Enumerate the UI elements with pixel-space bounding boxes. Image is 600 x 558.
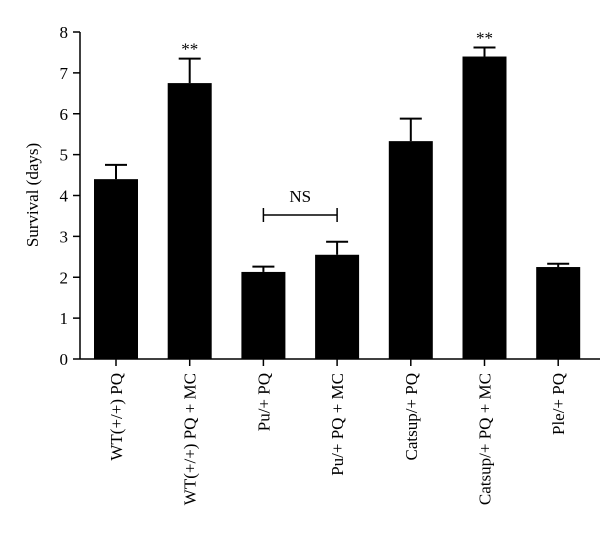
bar (241, 271, 286, 359)
y-tick-label: 6 (60, 105, 69, 124)
x-tick-label: Catsup/+ PQ + MC (476, 373, 495, 505)
bar (94, 179, 138, 359)
x-tick-label: Ple/+ PQ (549, 373, 568, 435)
y-tick-label: 4 (60, 187, 69, 206)
bar (315, 254, 360, 359)
significance-stars: ** (476, 29, 493, 48)
x-axis: WT(+/+) PQ WT(+/+) PQ + MC Pu/+ PQ Pu/+ PQ … (80, 358, 600, 505)
x-tick-label: WT(+/+) PQ (107, 373, 126, 461)
y-tick-label: 2 (60, 268, 69, 287)
y-tick-label: 3 (60, 227, 69, 246)
y-tick-label: 1 (60, 309, 69, 328)
y-tick-label: 7 (60, 64, 69, 83)
bars (94, 46, 581, 360)
y-tick-label: 8 (60, 23, 69, 42)
significance-stars: ** (181, 40, 198, 59)
x-tick-label: Pu/+ PQ (254, 373, 273, 431)
y-tick-label: 5 (60, 146, 69, 165)
bar (536, 267, 581, 359)
x-tick-label: Catsup/+ PQ (402, 373, 421, 461)
x-tick-label: Pu/+ PQ + MC (328, 373, 347, 476)
bar (388, 141, 433, 359)
bar (462, 56, 507, 360)
y-axis-title: Survival (days) (23, 143, 42, 247)
significance-annotations: ******NS (181, 29, 493, 222)
x-tick-label: WT(+/+) PQ + MC (181, 373, 200, 505)
y-axis: 0 1 2 3 4 5 6 7 8 (60, 23, 81, 369)
y-tick-label: 0 (60, 350, 69, 369)
ns-label: NS (289, 187, 311, 206)
bar (167, 83, 212, 359)
